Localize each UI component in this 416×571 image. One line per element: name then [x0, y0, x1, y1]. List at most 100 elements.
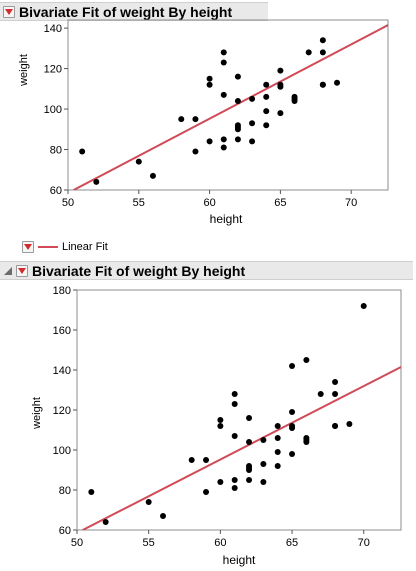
x-tick-label: 70 — [358, 537, 370, 549]
y-tick-label: 120 — [44, 64, 62, 76]
y-tick-label: 60 — [50, 185, 62, 197]
data-point — [192, 116, 199, 123]
data-point — [263, 108, 270, 115]
data-point — [145, 499, 152, 505]
data-point — [260, 437, 267, 443]
data-point — [332, 391, 339, 397]
data-point — [231, 433, 238, 439]
plot-top: weight height 50 55 60 65 70 60 80 100 120 140 — [18, 19, 389, 226]
data-point — [360, 303, 367, 309]
data-point — [289, 409, 296, 415]
x-tick-label: 65 — [286, 537, 298, 549]
x-tick-label: 55 — [143, 537, 155, 549]
x-tick-label: 65 — [274, 197, 286, 209]
linear-fit-label: Linear Fit — [62, 241, 108, 253]
data-point — [249, 138, 256, 145]
x-tick-label: 50 — [62, 197, 74, 209]
red-triangle-menu-icon[interactable] — [22, 241, 34, 253]
data-point — [291, 97, 298, 104]
data-point — [220, 59, 227, 66]
y-tick-label: 60 — [59, 525, 71, 537]
data-point — [231, 485, 238, 491]
data-point — [203, 457, 210, 463]
data-point — [332, 423, 339, 429]
data-point — [346, 421, 353, 427]
x-axis-label: height — [210, 212, 243, 226]
data-point — [274, 449, 281, 455]
data-point — [274, 423, 281, 429]
report-title: Bivariate Fit of weight By height — [32, 262, 246, 279]
data-point — [277, 67, 284, 74]
data-point — [231, 391, 238, 397]
data-point — [192, 148, 199, 155]
red-triangle-menu-icon[interactable] — [3, 5, 15, 18]
y-axis-label: weight — [31, 397, 43, 430]
report-title: Bivariate Fit of weight By height — [19, 3, 233, 20]
linear-fit-line — [82, 366, 401, 530]
data-point — [260, 479, 267, 485]
data-point — [332, 379, 339, 385]
data-point — [249, 120, 256, 127]
data-point — [289, 451, 296, 457]
x-tick-label: 50 — [71, 537, 83, 549]
linear-fit-line — [73, 24, 388, 190]
data-point — [289, 423, 296, 429]
data-point — [277, 81, 284, 88]
data-point — [149, 172, 156, 179]
data-point — [206, 81, 213, 88]
data-point — [93, 178, 100, 185]
data-point — [220, 49, 227, 56]
data-point — [234, 126, 241, 133]
data-point — [220, 91, 227, 98]
data-point — [263, 81, 270, 88]
plot-frame — [76, 289, 402, 531]
data-point — [246, 439, 253, 445]
y-axis-label: weight — [18, 54, 30, 87]
disclosure-triangle-icon[interactable] — [3, 265, 13, 277]
data-point — [274, 463, 281, 469]
x-axis-label: height — [223, 553, 256, 567]
data-point — [188, 457, 195, 463]
data-point — [303, 357, 310, 363]
y-tick-label: 120 — [53, 405, 71, 417]
data-point — [217, 479, 224, 485]
linear-fit-line-swatch — [38, 246, 58, 248]
data-point — [206, 75, 213, 82]
data-point — [274, 435, 281, 441]
data-point — [231, 401, 238, 407]
data-point — [102, 519, 109, 525]
y-tick-label: 140 — [53, 365, 71, 377]
plot-bottom: weight height 50 55 60 65 70 60 80 100 120 140 160… — [31, 285, 402, 567]
data-point — [135, 158, 142, 165]
data-point — [220, 136, 227, 143]
data-point — [217, 417, 224, 423]
data-point — [246, 415, 253, 421]
linear-fit-legend: Linear Fit — [8, 238, 128, 256]
data-point — [234, 136, 241, 143]
x-tick-label: 70 — [345, 197, 357, 209]
y-tick-label: 80 — [59, 485, 71, 497]
data-point — [79, 148, 86, 155]
y-tick-label: 80 — [50, 145, 62, 157]
x-tick-label: 60 — [203, 197, 215, 209]
data-point — [246, 477, 253, 483]
data-point — [305, 49, 312, 56]
red-triangle-menu-icon[interactable] — [16, 264, 28, 277]
x-tick-label: 60 — [214, 537, 226, 549]
data-point — [319, 49, 326, 56]
x-tick-label: 55 — [133, 197, 145, 209]
data-point — [277, 110, 284, 117]
y-tick-label: 100 — [53, 445, 71, 457]
data-point — [303, 439, 310, 445]
data-point — [334, 79, 341, 86]
data-point — [231, 477, 238, 483]
data-point — [263, 122, 270, 129]
y-tick-label: 100 — [44, 104, 62, 116]
y-tick-label: 180 — [53, 285, 71, 297]
y-tick-label: 160 — [53, 325, 71, 337]
data-point — [203, 489, 210, 495]
data-point — [217, 423, 224, 429]
data-point — [234, 97, 241, 104]
data-point — [249, 95, 256, 102]
data-point — [160, 513, 167, 519]
